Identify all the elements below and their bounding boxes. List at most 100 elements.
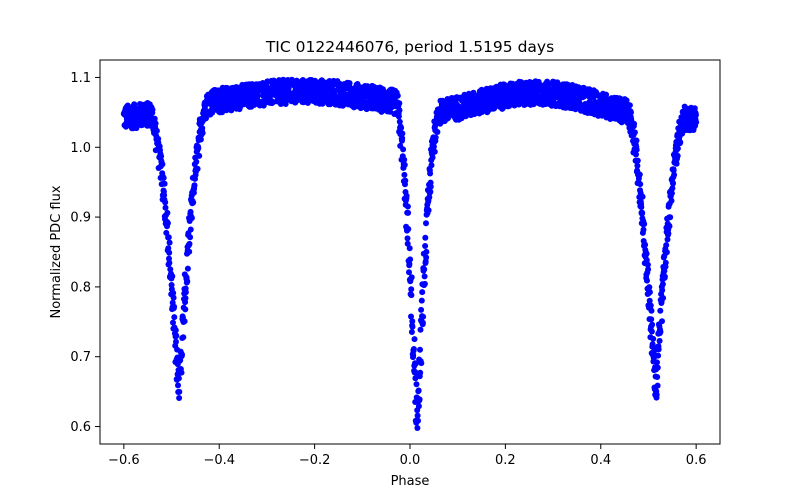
data-point: [182, 289, 189, 296]
data-point: [647, 302, 654, 309]
data-point: [639, 193, 646, 200]
data-point: [643, 257, 650, 264]
data-point: [634, 162, 641, 169]
data-point: [151, 115, 158, 122]
data-point: [181, 318, 188, 325]
x-tick-label: −0.4: [203, 453, 235, 468]
y-tick-label: 0.7: [70, 350, 91, 365]
data-point: [395, 113, 402, 120]
data-point: [418, 297, 425, 304]
data-point: [408, 274, 415, 281]
data-point: [659, 281, 666, 288]
data-point: [429, 154, 436, 161]
data-point: [408, 292, 415, 299]
data-point: [654, 374, 661, 380]
data-point: [653, 391, 660, 398]
data-point: [400, 146, 407, 153]
data-point: [423, 220, 429, 227]
data-point: [166, 249, 173, 256]
data-point: [412, 360, 419, 367]
x-axis-ticks: −0.6 −0.4 −0.2 0.0 0.2 0.4 0.6: [108, 444, 706, 468]
data-point: [646, 297, 653, 304]
data-point: [171, 314, 178, 321]
data-point: [654, 364, 661, 371]
data-point: [666, 223, 673, 230]
y-tick-label: 0.8: [70, 280, 91, 295]
data-point: [419, 289, 426, 296]
data-point: [638, 204, 645, 211]
data-point: [165, 234, 172, 241]
data-point: [193, 158, 200, 165]
data-point: [670, 180, 676, 187]
chart-title: TIC 0122446076, period 1.5195 days: [265, 38, 554, 56]
data-point: [131, 101, 138, 108]
data-point: [660, 295, 667, 301]
data-point: [654, 382, 661, 389]
data-point: [428, 162, 435, 169]
data-point: [169, 273, 176, 280]
y-tick-label: 1.0: [70, 141, 91, 156]
data-point: [414, 425, 421, 431]
y-tick-label: 0.9: [70, 211, 91, 226]
data-point: [631, 129, 638, 136]
data-point: [421, 273, 428, 280]
data-point: [644, 277, 650, 284]
data-point: [663, 242, 670, 249]
data-point: [425, 207, 432, 214]
data-point: [404, 235, 411, 242]
data-point: [411, 336, 418, 343]
data-point: [663, 249, 670, 256]
data-point: [639, 209, 646, 216]
data-point: [228, 107, 235, 114]
data-point: [664, 236, 671, 243]
data-point: [661, 273, 668, 280]
data-point: [409, 323, 416, 330]
data-point: [396, 107, 403, 114]
data-point: [187, 208, 194, 215]
data-point: [171, 303, 178, 310]
data-point: [641, 221, 648, 227]
data-point: [166, 255, 172, 262]
data-point: [184, 265, 191, 272]
data-point: [671, 171, 678, 178]
data-point: [649, 321, 656, 328]
data-point: [419, 319, 426, 326]
data-point: [659, 318, 665, 325]
data-point: [406, 245, 413, 252]
data-point: [166, 239, 173, 246]
data-point: [416, 396, 423, 403]
data-point: [421, 266, 428, 273]
x-tick-label: −0.6: [108, 453, 140, 468]
data-point: [603, 91, 610, 98]
data-point: [434, 129, 441, 135]
data-point: [648, 316, 655, 323]
data-point: [415, 417, 421, 424]
data-point: [175, 382, 181, 389]
data-point: [674, 145, 681, 152]
data-point: [408, 286, 415, 293]
data-point: [417, 369, 424, 376]
data-point: [667, 214, 674, 221]
data-point: [657, 328, 664, 335]
data-point: [636, 171, 643, 178]
data-point: [656, 337, 663, 344]
data-point: [191, 182, 198, 189]
y-axis-ticks: 0.6 0.7 0.8 0.9 1.0 1.1: [70, 71, 100, 435]
data-point: [409, 318, 416, 325]
data-point: [166, 259, 173, 266]
data-point: [431, 148, 438, 155]
data-point: [642, 241, 649, 248]
data-point: [396, 118, 403, 125]
data-point: [633, 146, 640, 153]
data-point: [633, 137, 640, 144]
data-point: [180, 334, 187, 341]
data-point: [515, 101, 522, 108]
data-point: [401, 161, 408, 168]
data-point: [413, 381, 420, 388]
data-point: [423, 254, 430, 261]
data-point: [422, 243, 429, 249]
data-point: [402, 177, 409, 184]
data-point: [646, 284, 653, 291]
y-tick-label: 1.1: [70, 71, 91, 86]
